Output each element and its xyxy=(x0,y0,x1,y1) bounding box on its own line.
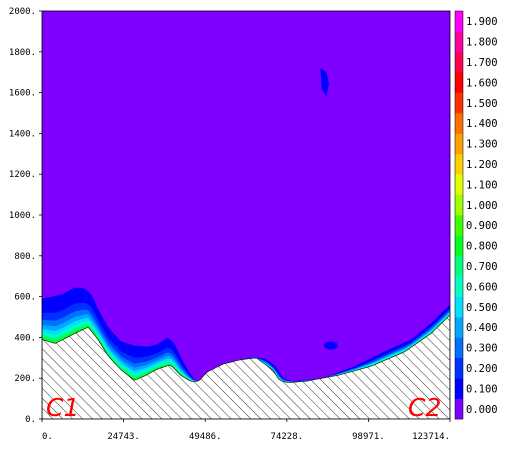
y-tick-label: 200. xyxy=(14,374,36,384)
colorbar-label: 1.500 xyxy=(466,98,498,110)
y-tick-label: 2000. xyxy=(9,7,36,17)
colorbar-label: 1.100 xyxy=(466,179,498,191)
right-corner-label: C2 xyxy=(408,393,441,422)
colorbar-swatch xyxy=(455,276,463,297)
y-tick-label: 1200. xyxy=(9,170,36,180)
y-tick-label: 400. xyxy=(14,333,36,343)
colorbar-swatch xyxy=(455,153,463,175)
colorbar: 0.000 0.100 0.200 0.300 0.400 0.500 0.600 0.700… xyxy=(454,10,498,420)
x-tick-label: 123714. xyxy=(412,432,450,442)
colorbar-swatch xyxy=(455,378,463,399)
colorbar-label: 0.000 xyxy=(466,404,498,416)
colorbar-label: 0.100 xyxy=(466,383,498,395)
colorbar-label: 0.700 xyxy=(466,261,498,273)
contour-patch xyxy=(320,68,329,97)
x-tick-label: 98971. xyxy=(352,432,385,442)
colorbar-label: 0.200 xyxy=(466,363,498,375)
colorbar-swatch xyxy=(455,113,463,134)
colorbar-swatch xyxy=(455,133,463,155)
colorbar-swatch xyxy=(455,174,463,195)
colorbar-swatch xyxy=(455,235,463,257)
y-tick-label: 800. xyxy=(14,252,36,262)
y-tick-label: 1600. xyxy=(9,89,36,99)
y-tick-label: 1400. xyxy=(9,129,36,139)
x-axis: 0. 24743. 49486. 74228. 98971. 123714. xyxy=(41,419,451,442)
colorbar-swatch xyxy=(455,296,463,318)
colorbar-label: 1.400 xyxy=(466,118,498,130)
colorbar-swatch xyxy=(455,92,463,114)
colorbar-swatch xyxy=(455,31,463,53)
colorbar-label: 1.300 xyxy=(466,139,498,151)
x-tick-label: 49486. xyxy=(189,432,222,442)
y-tick-label: 1000. xyxy=(9,211,36,221)
colorbar-swatch xyxy=(455,51,463,73)
colorbar-frame xyxy=(454,10,464,420)
colorbar-label: 1.600 xyxy=(466,77,498,89)
plot-area xyxy=(42,11,450,419)
colorbar-swatch xyxy=(455,194,463,216)
contour-band xyxy=(42,312,450,384)
colorbar-swatch xyxy=(455,215,463,236)
x-tick-label: 74228. xyxy=(271,432,304,442)
colorbar-label: 0.300 xyxy=(466,343,498,355)
contour-band xyxy=(42,311,450,384)
y-tick-label: 1800. xyxy=(9,48,36,58)
colorbar-swatch xyxy=(455,398,463,420)
colorbar-swatch xyxy=(455,357,463,379)
colorbar-swatch xyxy=(455,11,463,32)
colorbar-label: 1.900 xyxy=(466,16,498,28)
contour-patch xyxy=(323,341,338,350)
colorbar-swatch xyxy=(455,317,463,338)
colorbar-label: 1.000 xyxy=(466,200,498,212)
colorbar-swatch xyxy=(455,72,463,93)
colorbar-label: 1.800 xyxy=(466,37,498,49)
x-tick-label: 0. xyxy=(42,432,53,442)
terrain xyxy=(42,314,450,419)
colorbar-swatch xyxy=(455,255,463,277)
left-corner-label: C1 xyxy=(46,393,79,422)
y-axis: 0. 200. 400. 600. 800. 1000. 1200. 1400. 1600. 18… xyxy=(9,7,42,425)
contour-band xyxy=(42,309,450,384)
y-tick-label: 0. xyxy=(25,415,36,425)
colorbar-label: 0.500 xyxy=(466,302,498,314)
colorbar-label: 0.400 xyxy=(466,322,498,334)
colorbar-label: 1.200 xyxy=(466,159,498,171)
y-tick-label: 600. xyxy=(14,293,36,303)
colorbar-label: 0.600 xyxy=(466,281,498,293)
x-tick-label: 24743. xyxy=(107,432,140,442)
colorbar-label: 0.900 xyxy=(466,220,498,232)
colorbar-label: 0.800 xyxy=(466,241,498,253)
colorbar-swatch xyxy=(455,337,463,359)
colorbar-label: 1.700 xyxy=(466,57,498,69)
